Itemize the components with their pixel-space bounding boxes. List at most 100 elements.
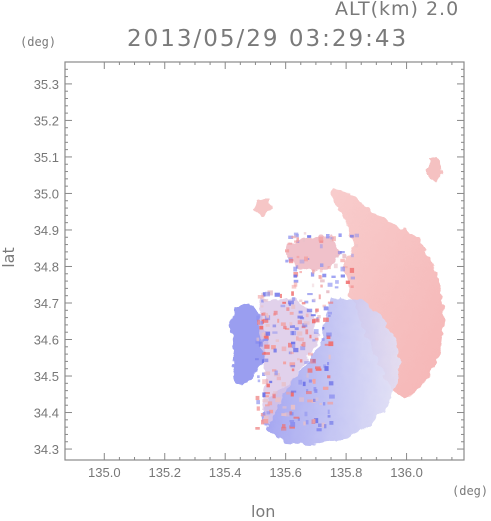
speckle bbox=[329, 421, 334, 425]
speckle bbox=[312, 339, 316, 342]
speckle bbox=[288, 300, 294, 305]
speckle bbox=[265, 331, 271, 336]
speckle bbox=[314, 337, 319, 341]
speckle bbox=[289, 325, 295, 328]
speckle bbox=[262, 392, 266, 398]
speckle bbox=[272, 331, 278, 334]
speckle bbox=[331, 236, 336, 242]
speckle bbox=[266, 314, 269, 318]
speckle bbox=[304, 256, 308, 262]
speckle bbox=[354, 244, 359, 248]
lat-tick-label: 35.0 bbox=[34, 186, 59, 201]
speckle bbox=[263, 332, 266, 336]
lon-tick-label: 135.6 bbox=[269, 465, 302, 480]
speckle bbox=[323, 306, 329, 311]
speckle bbox=[264, 333, 268, 339]
speckle bbox=[323, 364, 327, 368]
speckle bbox=[315, 397, 319, 401]
speckle bbox=[318, 275, 322, 279]
speckle bbox=[274, 292, 280, 297]
speckle bbox=[318, 294, 321, 300]
speckle bbox=[293, 416, 300, 419]
speckle bbox=[276, 376, 281, 381]
speckle bbox=[322, 327, 325, 330]
speckle bbox=[321, 422, 325, 428]
speckle bbox=[297, 320, 302, 325]
speckle bbox=[314, 418, 319, 424]
speckle bbox=[284, 327, 290, 330]
speckle bbox=[296, 237, 299, 242]
speckle bbox=[302, 381, 306, 387]
speckle bbox=[315, 308, 319, 312]
speckle bbox=[262, 292, 266, 297]
speckle bbox=[327, 362, 330, 366]
speckle bbox=[306, 391, 312, 395]
speckle bbox=[340, 274, 345, 278]
speckle bbox=[266, 383, 270, 388]
speckle bbox=[328, 341, 334, 347]
speckle bbox=[273, 348, 277, 353]
speckle bbox=[350, 285, 354, 288]
speckle bbox=[293, 272, 299, 277]
speckle bbox=[297, 358, 300, 361]
speckle bbox=[313, 318, 320, 323]
speckle bbox=[326, 335, 331, 339]
speckle bbox=[289, 322, 293, 326]
speckle bbox=[311, 283, 315, 288]
speckle bbox=[313, 398, 316, 402]
lat-tick-label: 35.2 bbox=[34, 113, 59, 128]
speckle bbox=[304, 411, 308, 417]
speckle bbox=[331, 275, 336, 278]
receding-echo-region bbox=[330, 188, 445, 398]
speckle bbox=[264, 392, 270, 395]
speckle bbox=[281, 413, 287, 416]
speckle bbox=[345, 280, 350, 284]
speckle bbox=[307, 235, 312, 238]
speckle bbox=[266, 411, 271, 415]
speckle bbox=[264, 352, 270, 355]
speckle bbox=[265, 395, 269, 398]
speckle bbox=[307, 368, 313, 373]
speckle bbox=[304, 361, 310, 364]
speckle bbox=[284, 412, 290, 417]
speckle bbox=[319, 402, 322, 405]
speckle bbox=[298, 379, 303, 385]
speckle bbox=[293, 282, 298, 287]
speckle bbox=[290, 365, 296, 368]
speckle bbox=[263, 351, 266, 354]
speckle bbox=[273, 391, 278, 395]
timestamp-title: 2013/05/29 03:29:43 bbox=[127, 26, 409, 52]
speckle bbox=[326, 290, 330, 294]
lon-tick-label: 136.0 bbox=[390, 465, 423, 480]
speckle bbox=[289, 362, 296, 367]
lat-tick-label: 35.3 bbox=[34, 77, 59, 92]
speckle bbox=[328, 381, 334, 386]
speckle bbox=[265, 291, 270, 297]
speckle bbox=[288, 235, 294, 239]
speckle bbox=[315, 368, 322, 371]
speckle bbox=[323, 402, 326, 406]
speckle bbox=[282, 301, 286, 304]
speckle bbox=[293, 266, 298, 272]
speckle bbox=[335, 254, 339, 258]
lon-axis-ticks: 135.0 135.2 135.4 135.6 135.8 136.0 bbox=[88, 62, 453, 480]
lat-tick-label: 34.6 bbox=[34, 333, 59, 348]
speckle bbox=[290, 422, 296, 427]
speckle bbox=[300, 343, 304, 347]
speckle bbox=[256, 400, 260, 405]
speckle bbox=[324, 424, 327, 429]
speckle bbox=[291, 331, 294, 336]
speckle bbox=[317, 315, 321, 319]
speckle bbox=[342, 266, 348, 269]
speckle bbox=[289, 420, 295, 423]
speckle bbox=[271, 345, 276, 350]
speckle bbox=[322, 386, 329, 390]
speckle bbox=[289, 411, 292, 415]
northeast-cell bbox=[428, 156, 442, 184]
speckle bbox=[327, 301, 334, 304]
speckle bbox=[273, 310, 278, 315]
speckle bbox=[305, 420, 309, 425]
speckle bbox=[320, 263, 324, 267]
speckle bbox=[308, 379, 312, 383]
speckle bbox=[279, 293, 282, 299]
